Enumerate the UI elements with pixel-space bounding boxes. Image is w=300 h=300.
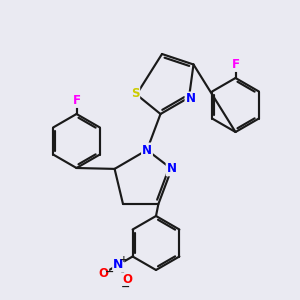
Text: +: + — [120, 255, 127, 264]
Text: F: F — [73, 94, 80, 107]
Text: O: O — [98, 267, 108, 280]
Text: N: N — [142, 143, 152, 157]
Text: O: O — [122, 273, 132, 286]
Text: N: N — [113, 258, 124, 271]
Text: F: F — [232, 58, 239, 71]
Text: N: N — [185, 92, 196, 106]
Text: N: N — [167, 162, 177, 176]
Text: S: S — [131, 86, 139, 100]
Text: −: − — [105, 267, 114, 277]
Text: −: − — [121, 281, 130, 291]
